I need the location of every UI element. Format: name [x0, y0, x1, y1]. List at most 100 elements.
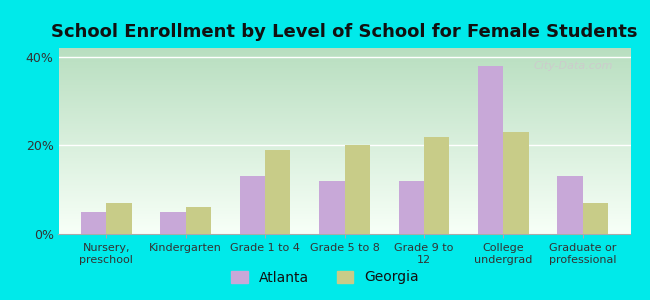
Bar — [58, 63, 630, 64]
Bar — [58, 204, 630, 205]
Bar — [58, 155, 630, 156]
Bar — [424, 136, 449, 234]
Bar — [58, 102, 630, 103]
Bar — [58, 211, 630, 212]
Bar — [58, 179, 630, 180]
Bar — [58, 50, 630, 51]
Bar — [58, 133, 630, 134]
Bar — [58, 108, 630, 110]
Bar — [58, 61, 630, 62]
Bar — [58, 92, 630, 93]
Bar — [58, 160, 630, 161]
Bar — [58, 226, 630, 227]
Bar — [58, 225, 630, 226]
Bar — [58, 156, 630, 157]
Bar — [58, 116, 630, 117]
Bar — [58, 110, 630, 111]
Bar — [58, 170, 630, 171]
Bar — [58, 153, 630, 154]
Bar — [58, 146, 630, 147]
Bar — [503, 132, 529, 234]
Bar — [58, 169, 630, 170]
Bar — [58, 161, 630, 162]
Bar — [58, 232, 630, 233]
Bar — [58, 181, 630, 182]
Bar — [58, 88, 630, 89]
Bar — [58, 113, 630, 114]
Bar — [58, 70, 630, 71]
Bar — [58, 210, 630, 211]
Bar — [58, 218, 630, 219]
Bar — [58, 122, 630, 123]
Bar — [58, 143, 630, 144]
Bar — [58, 165, 630, 166]
Bar — [58, 106, 630, 107]
Bar — [58, 149, 630, 150]
Bar — [58, 83, 630, 84]
Bar — [58, 134, 630, 135]
Bar — [58, 193, 630, 194]
Bar — [58, 58, 630, 59]
Bar — [186, 207, 211, 234]
Bar — [58, 76, 630, 77]
Bar — [58, 207, 630, 208]
Bar — [58, 71, 630, 72]
Bar — [58, 203, 630, 204]
Bar — [58, 176, 630, 177]
Bar — [58, 160, 630, 161]
Bar — [58, 48, 630, 49]
Bar — [58, 97, 630, 98]
Bar — [58, 229, 630, 230]
Bar — [58, 118, 630, 119]
Bar — [58, 205, 630, 206]
Bar — [58, 172, 630, 173]
Bar — [58, 51, 630, 52]
Legend: Atlanta, Georgia: Atlanta, Georgia — [226, 265, 424, 290]
Bar — [58, 126, 630, 127]
Text: City-Data.com: City-Data.com — [534, 61, 614, 71]
Bar — [58, 84, 630, 85]
Bar — [58, 182, 630, 183]
Bar — [58, 65, 630, 66]
Bar — [319, 181, 344, 234]
Bar — [58, 202, 630, 203]
Bar — [58, 139, 630, 140]
Bar — [58, 123, 630, 124]
Bar — [58, 138, 630, 139]
Bar — [240, 176, 265, 234]
Bar — [58, 55, 630, 56]
Bar — [58, 114, 630, 115]
Bar — [58, 152, 630, 153]
Bar — [478, 66, 503, 234]
Bar — [58, 148, 630, 149]
Bar — [58, 87, 630, 88]
Bar — [106, 203, 131, 234]
Bar — [58, 85, 630, 86]
Bar — [58, 150, 630, 151]
Bar — [58, 75, 630, 76]
Bar — [58, 141, 630, 142]
Bar — [58, 73, 630, 74]
Bar — [58, 127, 630, 128]
Title: School Enrollment by Level of School for Female Students: School Enrollment by Level of School for… — [51, 23, 638, 41]
Bar — [160, 212, 186, 234]
Bar — [58, 82, 630, 83]
Bar — [344, 146, 370, 234]
Bar — [58, 125, 630, 126]
Bar — [58, 59, 630, 60]
Bar — [58, 233, 630, 234]
Bar — [58, 159, 630, 160]
Bar — [58, 89, 630, 90]
Bar — [58, 178, 630, 179]
Bar — [398, 181, 424, 234]
Bar — [58, 175, 630, 176]
Bar — [58, 111, 630, 112]
Bar — [58, 104, 630, 105]
Bar — [58, 212, 630, 213]
Bar — [58, 130, 630, 131]
Bar — [58, 180, 630, 181]
Bar — [58, 112, 630, 113]
Bar — [58, 224, 630, 225]
Bar — [58, 154, 630, 155]
Bar — [58, 208, 630, 209]
